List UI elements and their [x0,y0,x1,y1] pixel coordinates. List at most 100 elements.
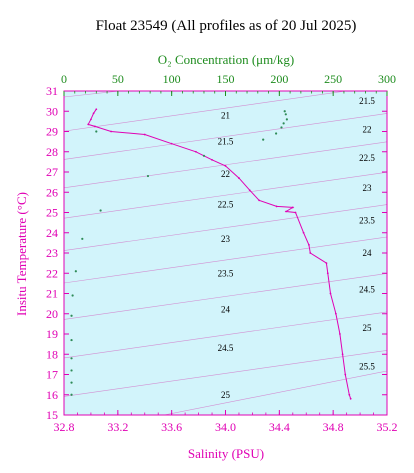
top-axis-tick-label: 300 [378,72,396,86]
oxygen-point [70,381,73,384]
salinity-point [326,272,329,275]
left-axis-tick-label: 21 [46,287,58,301]
salinity-point [110,130,113,133]
salinity-point [170,142,173,145]
top-axis-label: O₂ Concentration (μm/kg) [158,52,294,67]
plot-area [64,91,387,415]
left-axis-tick-label: 25 [46,206,58,220]
chart-title: Float 23549 (All profiles as of 20 Jul 2… [96,18,357,34]
salinity-point [294,211,297,214]
density-contour-label: 23.5 [218,268,234,278]
oxygen-point [70,357,73,360]
salinity-point [248,189,251,192]
density-contour-line [64,204,387,251]
bottom-axis-tick-label: 33.2 [107,420,128,434]
salinity-point [329,292,332,295]
oxygen-point [81,237,84,240]
top-axis-tick-label: 250 [324,72,342,86]
salinity-point [302,231,305,234]
salinity-profile-line [87,108,352,399]
salinity-point [275,205,278,208]
density-contour-label: 23 [221,234,231,244]
bottom-axis-label: Salinity (PSU) [188,446,264,461]
density-contour-edge-label: 23.5 [359,216,375,226]
left-axis-tick-label: 28 [46,145,58,159]
salinity-point [238,177,240,179]
density-contour-line [64,141,387,189]
salinity-point [285,210,287,213]
left-axis-label: Insitu Temperature (°C) [14,192,29,316]
oxygen-point [71,294,74,297]
oxygen-point [284,113,287,116]
density-contour-line [64,91,122,98]
bottom-axis-tick-label: 34.8 [323,420,344,434]
oxygen-point [74,270,77,273]
density-contour-edge-label: 22 [363,124,372,134]
salinity-point [291,206,294,209]
salinity-point [348,393,351,396]
salinity-point [94,125,96,128]
density-contour-line [162,370,387,415]
left-axis-tick-label: 18 [46,347,58,361]
top-axis-tick-label: 200 [270,72,288,86]
left-axis-tick-label: 19 [46,327,58,341]
density-contour-line [64,273,387,320]
left-axis-tick-label: 22 [46,266,58,280]
density-contour-edge-label: 23 [363,183,373,193]
density-contour-line [64,311,387,359]
salinity-point [258,199,261,202]
series-layer [70,108,352,400]
left-axis-tick-label: 16 [46,388,58,402]
salinity-point [143,133,146,136]
density-contour-line [64,236,387,284]
left-axis-tick-label: 27 [46,165,58,179]
salinity-point [325,262,328,265]
salinity-point [194,150,197,153]
bottom-axis-tick-label: 34.4 [269,420,290,434]
bottom-axis-tick-label: 33.6 [161,420,182,434]
oxygen-point [262,138,265,141]
salinity-point [344,373,347,376]
left-axis-tick-label: 29 [46,125,58,139]
oxygen-point [146,174,150,178]
axes-layer: 32.8 33.2 33.6 34.0 34.4 34.8 35.2 0 50 100 150 200… [46,72,398,434]
salinity-point [224,165,227,167]
oxygen-point [70,369,73,372]
salinity-point [92,112,95,115]
oxygen-point [70,393,73,396]
oxygen-point [70,338,73,342]
density-contour-edge-label: 21.5 [359,96,375,106]
salinity-point [338,333,341,335]
left-axis-tick-label: 31 [46,84,58,98]
density-contour-label: 24 [221,305,231,315]
oxygen-point [283,110,286,113]
left-axis-tick-label: 26 [46,185,58,199]
salinity-point [334,312,337,315]
density-contour-edge-label: 22.5 [359,153,375,163]
density-contour-label: 21.5 [218,137,234,147]
oxygen-point [202,154,206,157]
salinity-point [308,244,310,246]
oxygen-point [285,118,288,121]
oxygen-point [99,209,102,212]
bottom-axis-tick-label: 35.2 [377,420,398,434]
density-contour-label: 25 [221,390,231,400]
density-contour-label: 21 [221,110,230,120]
salinity-point [87,123,90,126]
density-contour-edge-label: 25.5 [359,361,375,371]
bottom-axis-tick-label: 34.0 [215,420,236,434]
top-axis-tick-label: 150 [217,72,235,86]
salinity-point [90,118,92,121]
oxygen-point [275,132,278,135]
left-axis-tick-label: 17 [46,368,58,382]
left-axis-tick-label: 24 [46,226,58,240]
oxygen-point [70,314,73,317]
top-axis-tick-label: 100 [163,72,181,86]
density-contour-label: 22 [221,169,230,179]
oxygen-point [280,126,283,129]
top-axis-tick-label: 0 [61,72,67,86]
salinity-point [95,108,98,111]
salinity-point [211,158,213,161]
left-axis-tick-label: 15 [46,408,58,422]
